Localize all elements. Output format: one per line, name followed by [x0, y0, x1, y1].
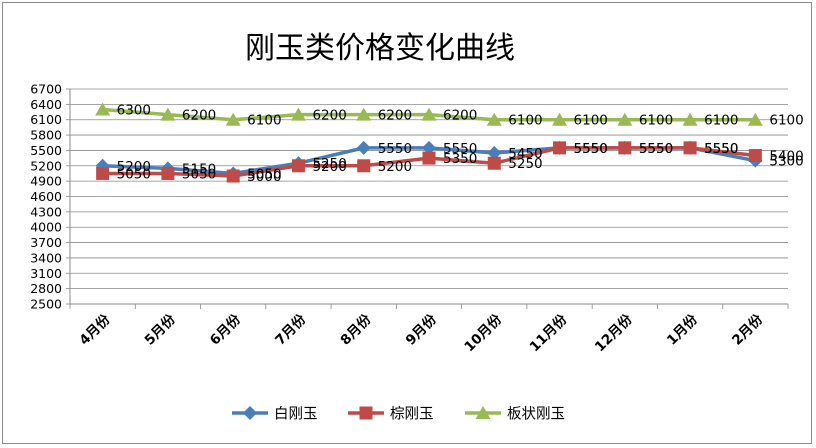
data-label: 5050 [247, 166, 281, 182]
data-point [95, 102, 111, 116]
data-label: 5250 [312, 156, 346, 172]
data-point [290, 107, 306, 121]
series-lines [95, 102, 763, 183]
data-point [160, 107, 176, 121]
data-point [422, 140, 436, 155]
data-point [422, 151, 436, 165]
x-tick-label: 8月份 [337, 310, 375, 348]
y-tick-label: 3100 [30, 266, 62, 281]
y-tick-label: 3700 [30, 235, 62, 250]
data-point [618, 141, 632, 155]
data-label: 5000 [247, 169, 281, 185]
data-label: 6300 [117, 102, 151, 118]
y-tick-label: 6400 [30, 97, 62, 112]
data-label: 5200 [378, 159, 412, 175]
data-label: 6200 [182, 108, 216, 124]
data-point [747, 112, 763, 126]
data-point [421, 107, 437, 121]
data-label: 5550 [574, 141, 608, 157]
y-tick-label: 5800 [30, 128, 62, 143]
data-point [553, 141, 567, 155]
data-point [356, 140, 371, 155]
data-label: 5550 [704, 141, 738, 157]
data-label: 5450 [508, 146, 542, 162]
data-point [96, 166, 110, 180]
data-point [225, 112, 241, 126]
data-label: 5550 [704, 141, 738, 157]
axes [66, 88, 789, 309]
chart-frame [2, 2, 812, 444]
data-label: 5150 [182, 161, 216, 177]
data-point [487, 156, 501, 170]
data-point [748, 149, 762, 163]
data-point [357, 159, 371, 173]
y-tick-label: 5200 [30, 158, 62, 173]
legend-marker [359, 406, 373, 420]
data-label: 5550 [378, 141, 412, 157]
data-label: 6200 [378, 108, 412, 124]
data-label: 5250 [508, 156, 542, 172]
x-tick-label: 6月份 [206, 310, 244, 348]
x-tick-label: 2月份 [728, 310, 766, 348]
data-point [161, 166, 175, 180]
data-point [291, 159, 305, 173]
data-point [617, 112, 633, 126]
data-label: 6100 [574, 113, 608, 129]
data-label: 6100 [639, 113, 673, 129]
y-tick-label: 4000 [30, 220, 62, 235]
x-tick-label: 4月份 [76, 310, 114, 348]
data-label: 5550 [443, 141, 477, 157]
y-tick-label: 6700 [30, 82, 62, 97]
y-tick-label: 4900 [30, 174, 62, 189]
x-tick-label: 5月份 [141, 310, 179, 348]
data-label: 5050 [182, 166, 216, 182]
data-point [486, 112, 502, 126]
chart-title: 刚玉类价格变化曲线 [245, 31, 515, 66]
data-label: 5200 [312, 159, 346, 175]
y-tick-label: 3400 [30, 250, 62, 265]
data-label: 5550 [574, 141, 608, 157]
x-tick-label: 10月份 [461, 310, 506, 355]
x-tick-label: 9月份 [402, 310, 440, 348]
x-tick-labels: 4月份 5月份 6月份 7月份 8月份 9月份 10月份 11月份 12月份 1月份 2月份 [76, 310, 767, 355]
y-tick-label: 2500 [30, 297, 62, 312]
y-tick-label: 2800 [30, 281, 62, 296]
data-label: 5550 [639, 141, 673, 157]
data-label: 6200 [443, 108, 477, 124]
x-tick-label: 11月份 [526, 310, 571, 355]
data-point [226, 169, 240, 183]
data-label: 5400 [769, 149, 803, 165]
data-label: 5300 [769, 154, 803, 170]
legend-marker [475, 406, 491, 419]
data-point [552, 112, 568, 126]
data-label: 6100 [704, 113, 738, 129]
y-tick-label: 4600 [30, 189, 62, 204]
legend-marker [243, 406, 257, 420]
data-label: 6100 [508, 113, 542, 129]
data-point [682, 112, 698, 126]
data-label: 5350 [443, 151, 477, 167]
data-label: 5550 [639, 141, 673, 157]
data-point [683, 141, 697, 155]
x-tick-label: 12月份 [591, 310, 636, 355]
legend-label: 棕刚玉 [390, 406, 434, 423]
data-label: 6100 [769, 113, 803, 129]
x-tick-label: 7月份 [272, 310, 310, 348]
y-tick-labels: 2500280031003400370040004300460049005200… [30, 82, 62, 312]
x-tick-label: 1月份 [663, 310, 701, 348]
y-tick-label: 5500 [30, 143, 62, 158]
legend-label: 白刚玉 [274, 406, 318, 423]
data-label: 6200 [312, 108, 346, 124]
legend-label: 板状刚玉 [507, 405, 565, 423]
data-point [487, 145, 502, 160]
data-point [356, 107, 372, 121]
legend: 白刚玉 棕刚玉 板状刚玉 [232, 405, 565, 423]
y-tick-label: 4300 [30, 204, 62, 219]
data-label: 5050 [117, 166, 151, 182]
data-label: 5200 [117, 159, 151, 175]
y-tick-label: 6100 [30, 112, 62, 127]
data-label: 6100 [247, 113, 281, 129]
